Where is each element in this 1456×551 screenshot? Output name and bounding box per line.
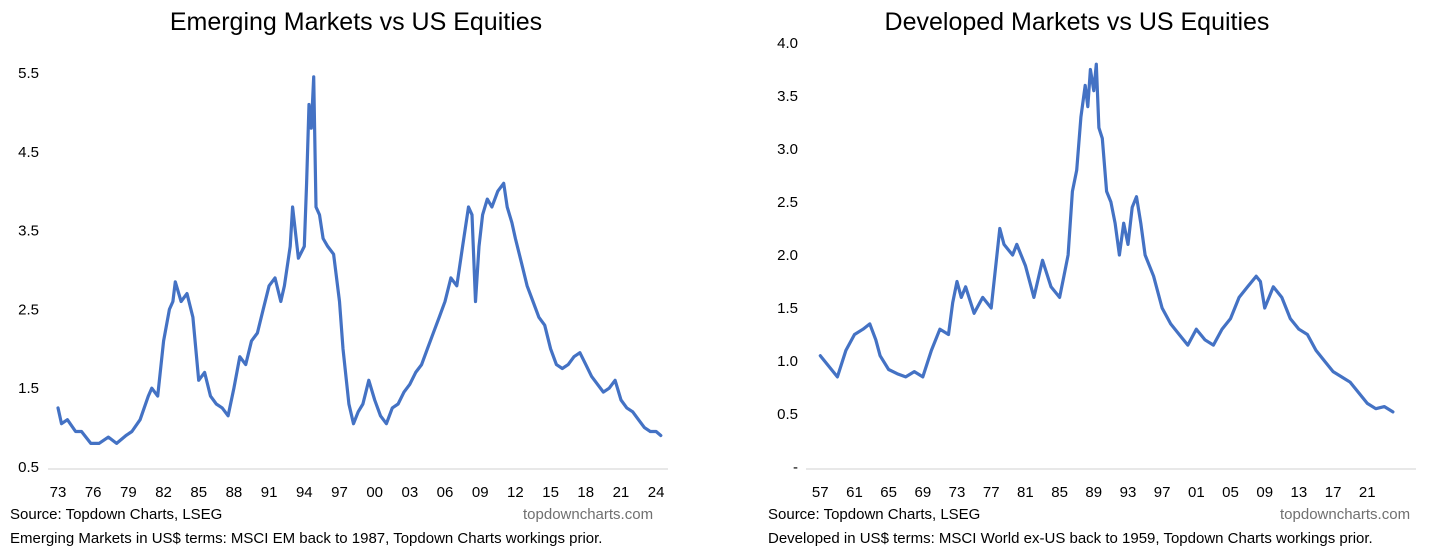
x-tick-label: 76 — [85, 484, 102, 501]
x-tick-label: 09 — [1256, 484, 1273, 501]
x-tick-label: 21 — [1359, 484, 1376, 501]
x-tick-label: 88 — [226, 484, 243, 501]
chart-title: Emerging Markets vs US Equities — [169, 8, 543, 36]
x-tick-label: 93 — [1120, 484, 1137, 501]
x-tick-label: 09 — [472, 484, 489, 501]
y-tick-label: 4.5 — [18, 144, 39, 161]
x-tick-label: 73 — [949, 484, 966, 501]
x-tick-label: 00 — [366, 484, 383, 501]
x-tick-label: 18 — [577, 484, 594, 501]
x-tick-label: 24 — [648, 484, 665, 501]
y-tick-label: - — [793, 459, 798, 476]
y-tick-label: 0.5 — [18, 459, 39, 476]
methodology-note: Emerging Markets in US$ terms: MSCI EM b… — [10, 530, 603, 547]
y-tick-label: 1.5 — [18, 380, 39, 397]
x-tick-label: 05 — [1222, 484, 1239, 501]
x-tick-label: 17 — [1325, 484, 1342, 501]
brand-watermark: topdowncharts.com — [1280, 506, 1411, 523]
x-tick-label: 79 — [120, 484, 137, 501]
x-tick-label: 57 — [812, 484, 829, 501]
x-tick-label: 65 — [880, 484, 897, 501]
y-tick-label: 0.5 — [777, 406, 798, 423]
y-tick-label: 2.5 — [18, 301, 39, 318]
dm-plot: - 0.5 1.0 1.5 2.0 2.5 3.0 3.5 4.0 57 61 65 69 73 77 81 8… — [777, 35, 1416, 501]
brand-watermark: topdowncharts.com — [523, 506, 654, 523]
x-tick-label: 03 — [402, 484, 419, 501]
y-tick-label: 1.0 — [777, 353, 798, 370]
em-plot: 0.5 1.5 2.5 3.5 4.5 5.5 73 76 79 82 85 88 91 94 97 00 03… — [18, 65, 668, 501]
x-tick-label: 85 — [190, 484, 207, 501]
series-line — [818, 62, 1395, 414]
x-tick-label: 13 — [1291, 484, 1308, 501]
x-tick-label: 94 — [296, 484, 313, 501]
x-tick-label: 81 — [1017, 484, 1034, 501]
dm-chart-panel: Developed Markets vs US Equities - 0.5 1.0… — [728, 0, 1456, 551]
x-tick-label: 77 — [983, 484, 1000, 501]
x-tick-label: 01 — [1188, 484, 1205, 501]
source-note: Source: Topdown Charts, LSEG — [768, 506, 981, 523]
y-tick-label: 2.0 — [777, 247, 798, 264]
x-tick-label: 61 — [846, 484, 863, 501]
x-tick-label: 97 — [1154, 484, 1171, 501]
x-tick-label: 21 — [613, 484, 630, 501]
methodology-note: Developed in US$ terms: MSCI World ex-US… — [768, 530, 1373, 547]
x-tick-label: 85 — [1051, 484, 1068, 501]
y-tick-label: 3.5 — [18, 223, 39, 240]
y-tick-label: 5.5 — [18, 65, 39, 82]
chart-title: Developed Markets vs US Equities — [884, 8, 1270, 36]
em-chart-panel: Emerging Markets vs US Equities 0.5 1.5 2.… — [10, 8, 668, 547]
x-tick-label: 73 — [50, 484, 67, 501]
y-tick-label: 2.5 — [777, 194, 798, 211]
y-tick-label: 3.5 — [777, 88, 798, 105]
x-tick-label: 91 — [261, 484, 278, 501]
y-tick-label: 1.5 — [777, 300, 798, 317]
x-tick-label: 12 — [507, 484, 524, 501]
x-tick-label: 06 — [437, 484, 454, 501]
x-tick-label: 15 — [542, 484, 559, 501]
x-tick-label: 69 — [914, 484, 931, 501]
x-tick-label: 97 — [331, 484, 348, 501]
y-tick-label: 4.0 — [777, 35, 798, 52]
source-note: Source: Topdown Charts, LSEG — [10, 506, 223, 523]
x-tick-label: 89 — [1085, 484, 1102, 501]
series-line — [56, 75, 663, 445]
x-tick-label: 82 — [155, 484, 172, 501]
y-tick-label: 3.0 — [777, 141, 798, 158]
